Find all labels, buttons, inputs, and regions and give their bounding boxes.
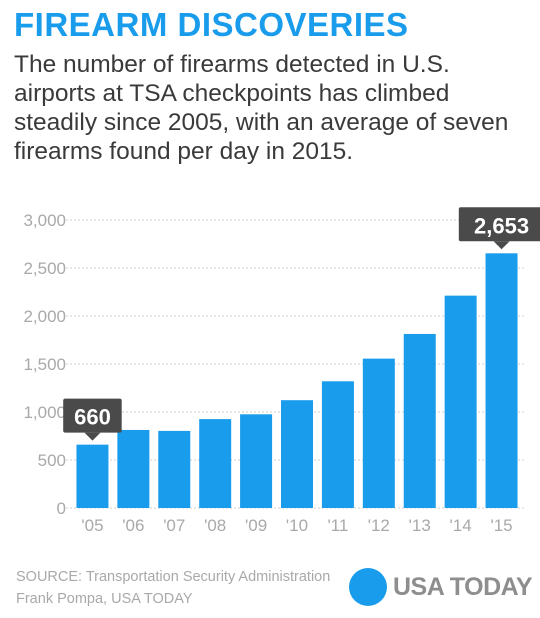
x-tick-label: '05 — [81, 516, 103, 535]
bar — [199, 419, 232, 508]
bar — [403, 333, 436, 508]
callout-pointer — [84, 432, 101, 441]
usa-today-logo-text: USA TODAY — [393, 573, 533, 601]
x-tick-label: '12 — [368, 516, 390, 535]
chart-title: FIREARM DISCOVERIES — [14, 6, 409, 43]
x-tick-label: '08 — [204, 516, 226, 535]
source-text: SOURCE: Transportation Security Administ… — [16, 569, 331, 585]
chart-subtitle: The number of firearms detected in U.S. … — [14, 51, 509, 165]
y-tick-label: 1,000 — [23, 403, 66, 422]
bar — [117, 429, 150, 508]
data-label: 2,653 — [474, 213, 529, 238]
bar — [321, 381, 354, 508]
y-tick-label: 1,500 — [23, 355, 66, 374]
bar — [76, 444, 109, 508]
bar — [158, 430, 191, 508]
footer-source: SOURCE: Transportation Security Administ… — [16, 566, 330, 610]
callout-box — [63, 398, 122, 433]
y-tick-label: 0 — [57, 499, 66, 518]
bar — [240, 414, 273, 508]
x-tick-label: '11 — [327, 516, 348, 535]
bar — [281, 400, 313, 508]
x-tick-label: '09 — [245, 516, 267, 535]
x-tick-label: '10 — [286, 516, 308, 535]
usa-today-logo-dot-icon — [349, 568, 387, 606]
bar — [485, 253, 518, 508]
y-tick-label: 3,000 — [23, 211, 66, 230]
y-tick-label: 2,500 — [23, 259, 66, 278]
credit-text: Frank Pompa, USA TODAY — [16, 591, 193, 607]
bar — [362, 358, 395, 508]
x-tick-label: '13 — [409, 516, 431, 535]
x-tick-label: '15 — [490, 516, 512, 535]
data-label: 660 — [74, 405, 111, 430]
x-tick-label: '14 — [450, 516, 472, 535]
x-tick-label: '07 — [163, 516, 185, 535]
y-tick-label: 500 — [38, 451, 66, 470]
callout-box — [458, 207, 540, 242]
y-tick-label: 2,000 — [23, 307, 66, 326]
bar — [444, 295, 477, 508]
callout-pointer — [493, 241, 510, 250]
x-tick-label: '06 — [122, 516, 144, 535]
